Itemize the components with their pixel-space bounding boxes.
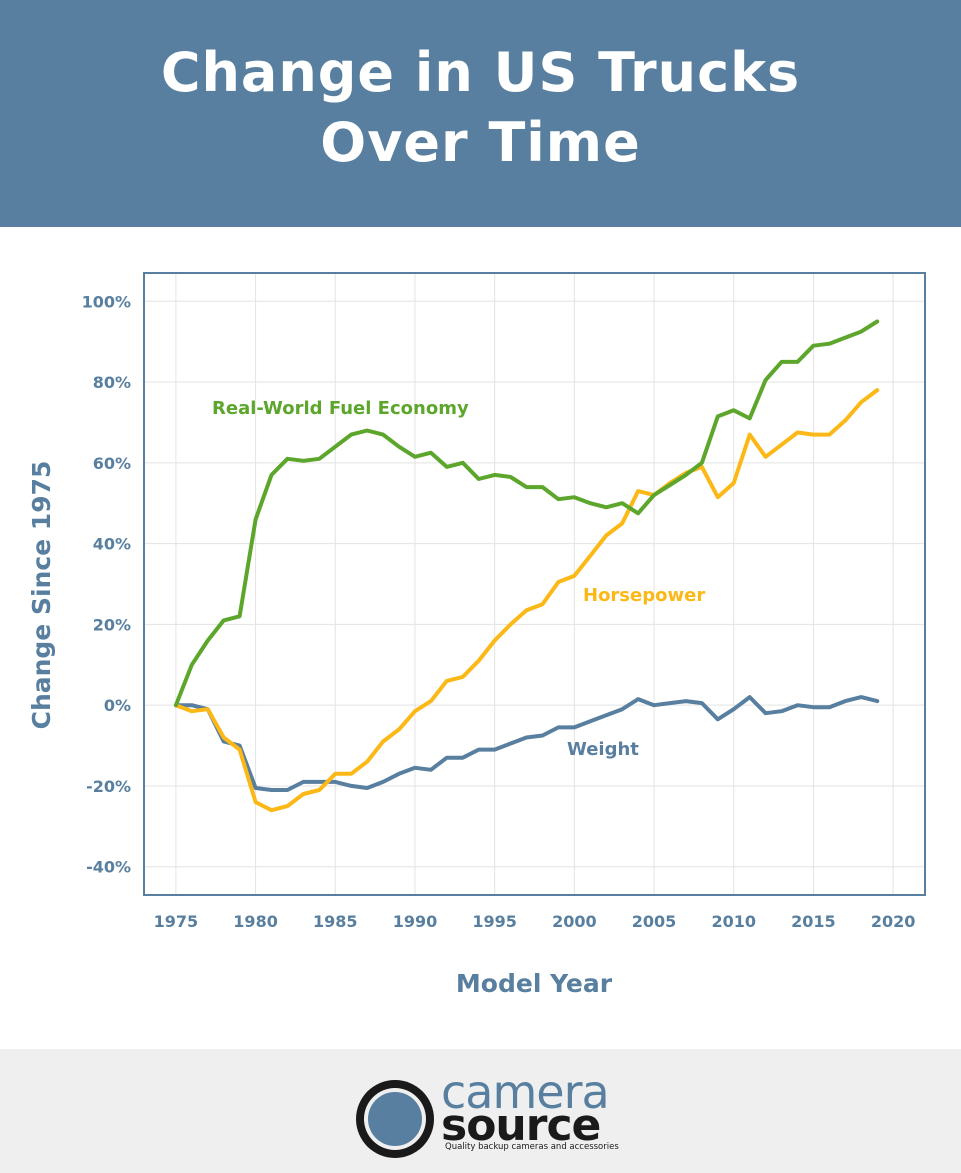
y-tick-label: 80%	[93, 373, 131, 392]
x-tick-label: 1990	[393, 912, 438, 931]
series-line-horsepower	[173, 388, 880, 813]
title-line-1: Change in US Trucks	[160, 41, 801, 104]
logo-tagline: Quality backup cameras and accessories	[445, 1142, 619, 1152]
x-tick-labels: 1975 1980 1985 1990 1995 2000 2005 2010 2015 2020	[154, 912, 916, 931]
x-tick-label: 2020	[871, 912, 916, 931]
series-line-fuel-economy	[173, 319, 880, 708]
x-tick-label: 1975	[154, 912, 199, 931]
logo-word-source: source	[441, 1100, 601, 1151]
plot-frame	[143, 272, 926, 896]
x-tick-label: 2000	[552, 912, 597, 931]
y-tick-label: 100%	[82, 292, 131, 311]
camera-lens-icon	[356, 1080, 434, 1158]
y-tick-label: 40%	[93, 535, 131, 554]
y-axis-label: Change Since 1975	[27, 461, 56, 730]
x-axis-label: Model Year	[456, 969, 613, 998]
series-group	[173, 319, 880, 813]
x-tick-label: 1985	[313, 912, 358, 931]
series-label-horsepower: Horsepower	[583, 585, 705, 606]
y-tick-label: -20%	[86, 777, 131, 796]
x-tick-label: 2015	[791, 912, 836, 931]
x-tick-label: 1995	[472, 912, 517, 931]
y-tick-label: 20%	[93, 615, 131, 634]
x-tick-label: 1980	[233, 912, 278, 931]
y-tick-label: 0%	[104, 696, 131, 715]
grid	[144, 273, 925, 895]
title-line-2: Over Time	[320, 111, 641, 174]
series-label-weight: Weight	[567, 739, 639, 760]
logo-word-camera: camera	[441, 1065, 610, 1119]
x-tick-label: 2010	[711, 912, 756, 931]
page-title: Change in US Trucks Over Time	[0, 38, 961, 178]
line-chart: 100%80%60%40%20%0%-20%-40% 1975 1980 1985 1…	[27, 272, 926, 998]
y-tick-labels: 100% 80% 60% 40% 20% 0% -20% -40%	[82, 292, 131, 876]
y-tick-label: 60%	[93, 454, 131, 473]
series-line-weight	[173, 695, 880, 792]
footer	[0, 1049, 961, 1173]
header-banner: Change in US Trucks Over Time	[0, 0, 961, 227]
x-tick-label: 2005	[632, 912, 677, 931]
y-tick-label: -40%	[86, 858, 131, 877]
series-label-fuel-economy: Real-World Fuel Economy	[212, 398, 469, 419]
